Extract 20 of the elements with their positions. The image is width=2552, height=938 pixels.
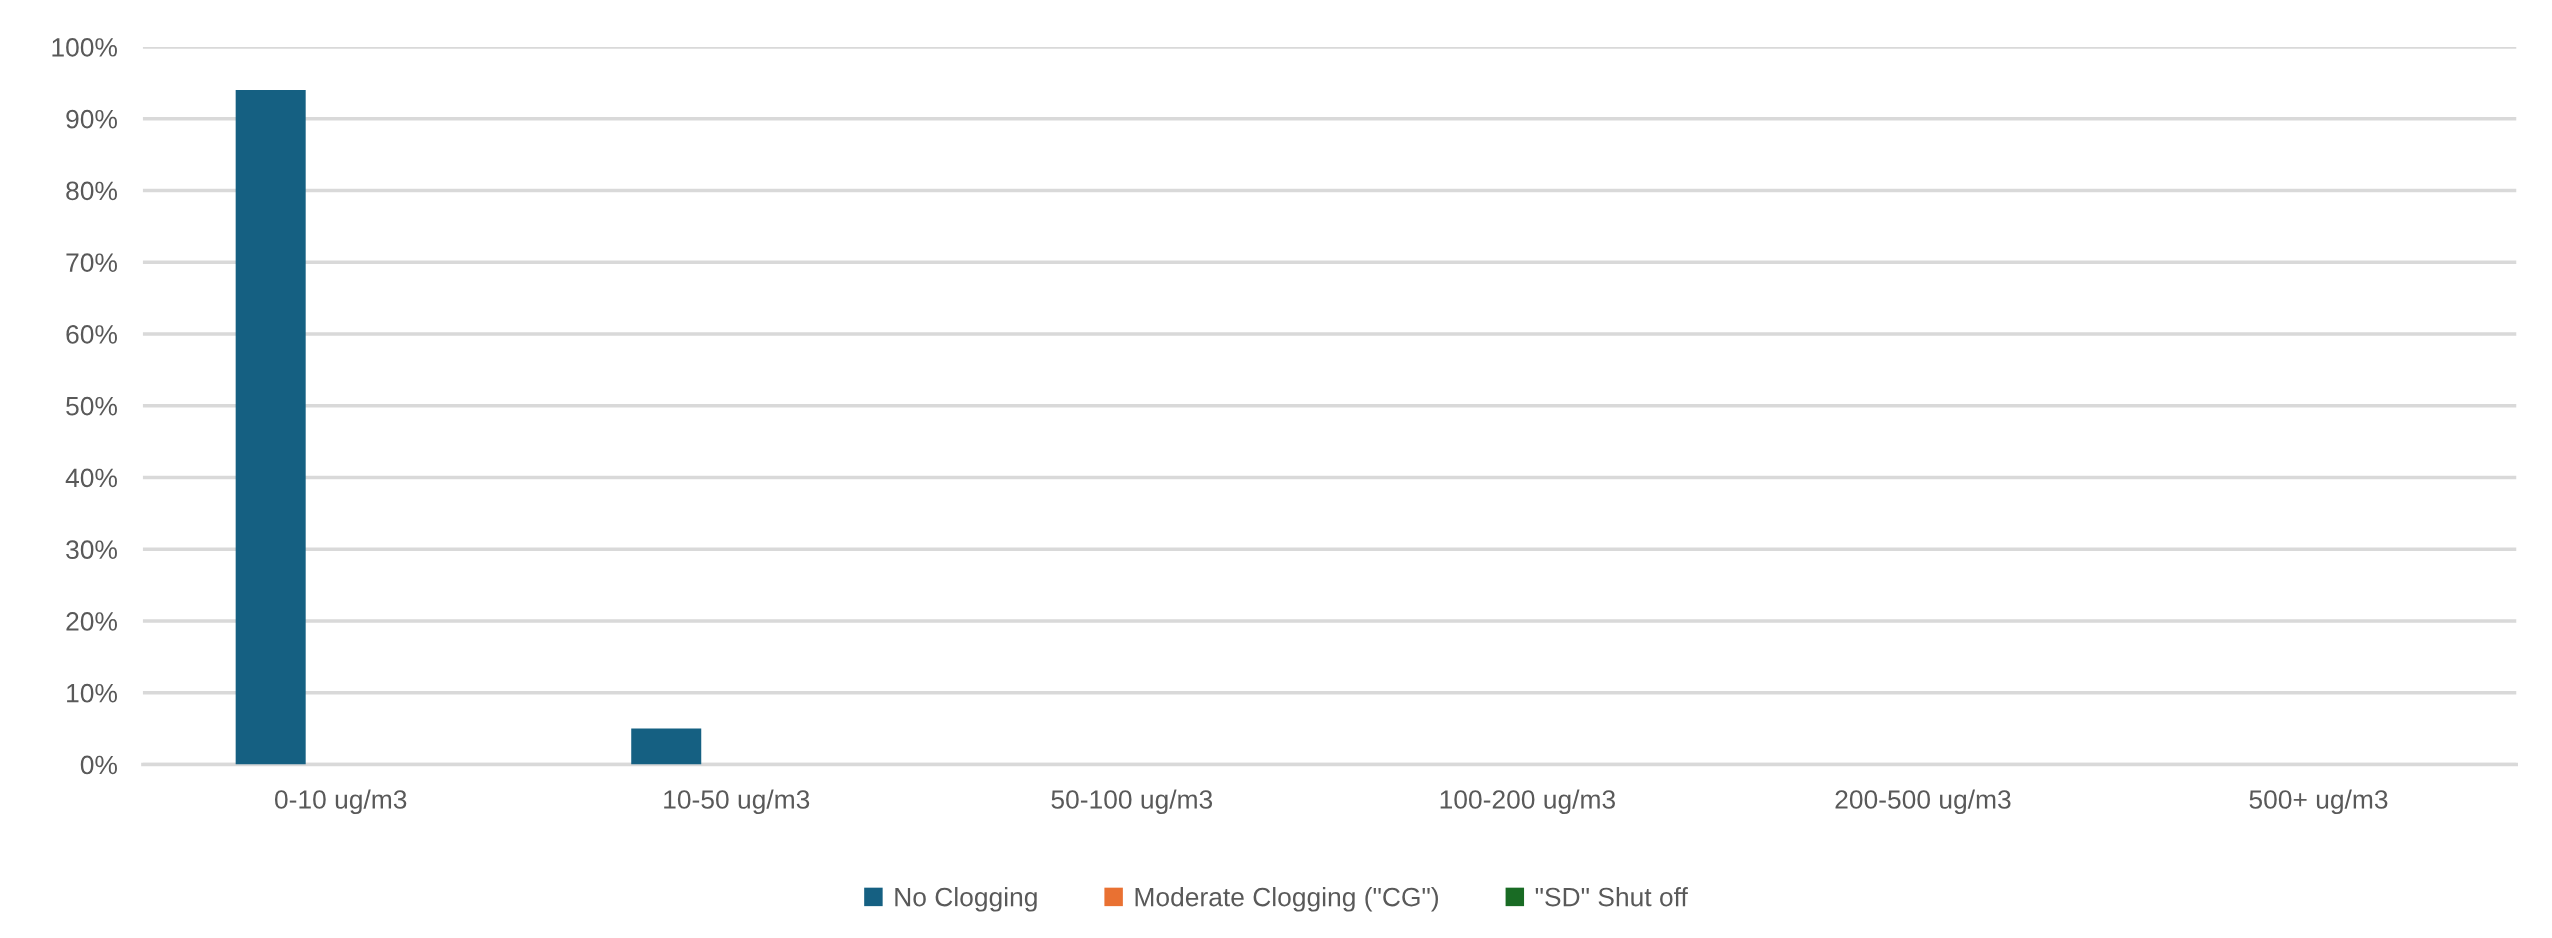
- x-tick-label: 50-100 ug/m3: [1051, 789, 1213, 815]
- y-tick-label: 30%: [66, 540, 117, 560]
- y-tick-label: 70%: [66, 253, 117, 272]
- legend-label: "SD" Shut off: [1535, 887, 1688, 907]
- y-tick-label: 80%: [66, 181, 117, 201]
- y-tick-label: 90%: [66, 109, 117, 129]
- x-tick-label: 10-50 ug/m3: [664, 789, 810, 815]
- legend-label: No Clogging: [895, 887, 1037, 912]
- y-tick-label: 50%: [66, 396, 117, 416]
- legend-label: Moderate Clogging ("CG"): [1135, 887, 1438, 912]
- x-tick-label: 100-200 ug/m3: [1440, 789, 1615, 815]
- y-tick-label: 10%: [67, 683, 117, 703]
- x-tick-label: 500+ ug/m3: [2249, 789, 2388, 815]
- x-tick-label: 0-10 ug/m3: [274, 789, 407, 815]
- y-tick-label: 0%: [80, 755, 117, 775]
- y-tick-label: 100%: [52, 38, 117, 57]
- y-tick-label: 40%: [65, 468, 117, 488]
- y-tick-label: 60%: [66, 325, 117, 344]
- y-tick-label: 20%: [66, 612, 117, 631]
- x-tick-label: 200-500 ug/m3: [1835, 789, 2011, 815]
